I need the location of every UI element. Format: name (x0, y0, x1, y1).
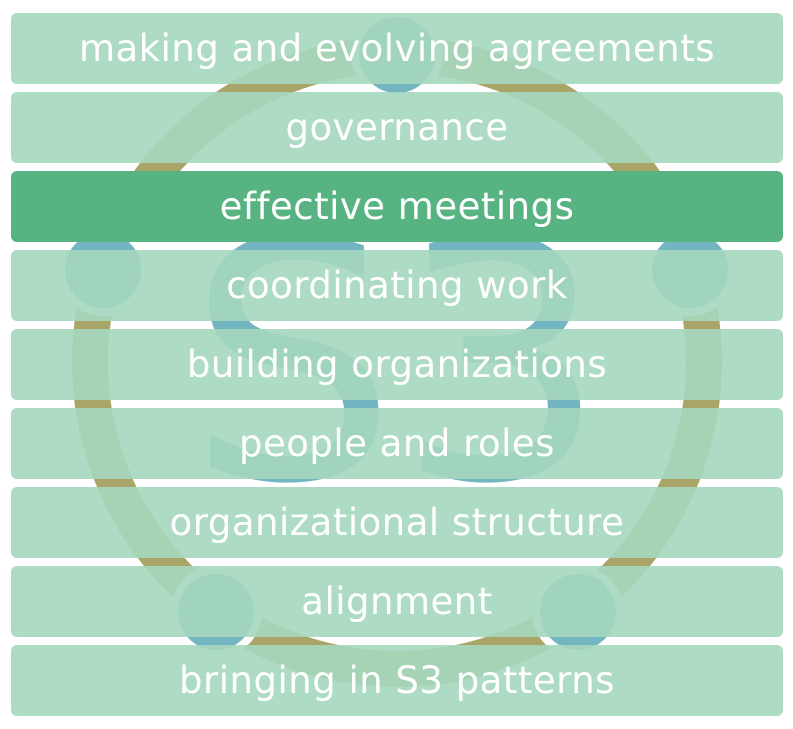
topic-item[interactable]: making and evolving agreements (11, 13, 783, 84)
topic-item[interactable]: alignment (11, 566, 783, 637)
topic-item[interactable]: effective meetings (11, 171, 783, 242)
topic-item-label: bringing in S3 patterns (179, 659, 615, 702)
topic-item-label: governance (285, 106, 509, 149)
topic-item-label: coordinating work (226, 264, 568, 307)
topic-item-label: making and evolving agreements (78, 27, 716, 70)
topic-item-label: people and roles (239, 422, 555, 465)
topic-item[interactable]: governance (11, 92, 783, 163)
topic-item[interactable]: bringing in S3 patterns (11, 645, 783, 716)
topic-item-label: organizational structure (169, 501, 625, 544)
topic-item-label: alignment (301, 580, 493, 623)
topic-item[interactable]: coordinating work (11, 250, 783, 321)
topic-item[interactable]: organizational structure (11, 487, 783, 558)
topic-item[interactable]: people and roles (11, 408, 783, 479)
topic-item-label: building organizations (186, 343, 608, 386)
topic-item[interactable]: building organizations (11, 329, 783, 400)
topic-item-label: effective meetings (219, 185, 575, 228)
